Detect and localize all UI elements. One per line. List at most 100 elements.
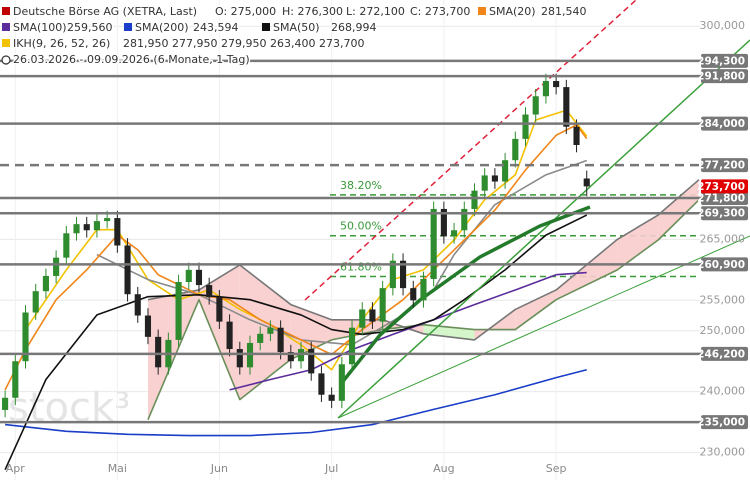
legend-value: 268,994 xyxy=(331,21,377,34)
candle-body xyxy=(155,336,162,368)
legend-swatch xyxy=(262,23,270,31)
level-box xyxy=(701,158,748,173)
level-box xyxy=(701,415,748,430)
legend-label: IKH(9, 26, 52, 26) xyxy=(13,37,110,50)
x-tick-label: Aug xyxy=(433,462,454,475)
x-tick-label: Jun xyxy=(210,462,228,475)
cloud-segment xyxy=(515,289,557,330)
y-tick-label: 250,000 xyxy=(700,324,746,337)
candle-body xyxy=(400,260,407,289)
candle-body xyxy=(185,269,192,283)
candle-body xyxy=(389,260,396,289)
period: 26.03.2026 - 09.09.2026 (6 Monate, 1 Tag… xyxy=(13,53,250,66)
legend: Deutsche Börse AG (XETRA, Last) O: 275,0… xyxy=(1,4,588,68)
candle-body xyxy=(553,81,560,88)
candle-body xyxy=(481,175,488,191)
y-tick-label: 265,000 xyxy=(700,232,746,245)
candle-body xyxy=(573,126,580,145)
candle-body xyxy=(502,160,509,182)
legend-value: 279,950 xyxy=(221,37,267,50)
candle-body xyxy=(175,282,182,340)
sma-line xyxy=(5,369,587,437)
legend-ohlc: O: 275,000 xyxy=(215,5,276,18)
level-box xyxy=(701,53,748,68)
candle-body xyxy=(532,96,539,115)
candle-body xyxy=(491,175,498,182)
candle-body xyxy=(430,208,437,279)
legend-title: Deutsche Börse AG (XETRA, Last) xyxy=(13,5,197,18)
candle-body xyxy=(440,208,447,237)
y-tick-label: 255,000 xyxy=(700,293,746,306)
legend-swatch xyxy=(2,39,10,47)
legend-value: 259,560 xyxy=(67,21,113,34)
candle-body xyxy=(83,224,90,231)
regression-line xyxy=(338,205,591,387)
level-box xyxy=(701,206,748,221)
candle-body xyxy=(236,349,243,368)
candle-body xyxy=(287,352,294,362)
level-label: 291,800 xyxy=(697,71,745,83)
candle-body xyxy=(277,327,284,353)
candle-body xyxy=(93,221,100,231)
candle-body xyxy=(583,178,590,187)
candle-body xyxy=(195,269,203,286)
level-box xyxy=(701,69,748,84)
fib-label: 38.20% xyxy=(340,179,382,192)
x-tick-label: Jul xyxy=(324,462,338,475)
candle-body xyxy=(42,275,49,292)
candle-body xyxy=(12,361,19,398)
cloud-span-a xyxy=(147,199,700,421)
candle-body xyxy=(73,224,80,234)
y-tick-label: 240,000 xyxy=(700,385,746,398)
candle-body xyxy=(451,230,458,237)
candle-body xyxy=(471,190,478,209)
candle-body xyxy=(308,349,315,374)
candle-body xyxy=(348,327,356,365)
candle-body xyxy=(410,288,417,301)
candle-body xyxy=(114,218,121,246)
level-label: 235,000 xyxy=(697,417,745,429)
x-tick-label: Sep xyxy=(546,462,567,475)
x-tick-label: Mai xyxy=(108,462,127,475)
candle-body xyxy=(420,278,427,301)
candle-body xyxy=(32,291,39,313)
legend-ohlc: H: 276,300 xyxy=(282,5,343,18)
candle-body xyxy=(206,285,213,298)
legend-label: SMA(20) xyxy=(489,5,536,18)
level-label: 246,200 xyxy=(697,348,745,360)
fib-label: 50.00% xyxy=(340,220,382,233)
legend-value: 243,594 xyxy=(193,21,239,34)
legend-swatch xyxy=(2,7,10,15)
candle-body xyxy=(22,312,29,362)
candle-body xyxy=(318,373,325,395)
legend-value: 281,950 xyxy=(123,37,169,50)
candle-body xyxy=(338,364,345,401)
level-label: 269,300 xyxy=(697,208,745,220)
level-box xyxy=(701,190,748,205)
cloud-segment xyxy=(617,215,659,270)
candle-body xyxy=(359,309,366,328)
legend-label: SMA(50) xyxy=(273,21,320,34)
trend-line xyxy=(304,0,637,301)
fib-label: 61.80% xyxy=(340,261,382,274)
candle-body xyxy=(134,294,141,316)
level-label: 284,000 xyxy=(697,118,745,130)
cloud-segment xyxy=(556,239,618,300)
candle-body xyxy=(369,309,376,322)
candle-body xyxy=(144,315,152,337)
legend-value: 263,400 xyxy=(270,37,316,50)
legend-swatch xyxy=(478,7,486,15)
level-label: 271,800 xyxy=(697,192,745,204)
level-label: 294,300 xyxy=(697,55,745,67)
legend-swatch xyxy=(124,23,132,31)
candle-body xyxy=(104,218,111,222)
candle-body xyxy=(522,114,529,139)
candle-body xyxy=(53,257,60,276)
candle-body xyxy=(379,288,386,322)
cloud-segment xyxy=(658,179,699,240)
candle-body xyxy=(124,245,131,295)
legend-value: 281,540 xyxy=(541,5,587,18)
candle-body xyxy=(2,397,9,410)
sma-line xyxy=(4,214,588,470)
